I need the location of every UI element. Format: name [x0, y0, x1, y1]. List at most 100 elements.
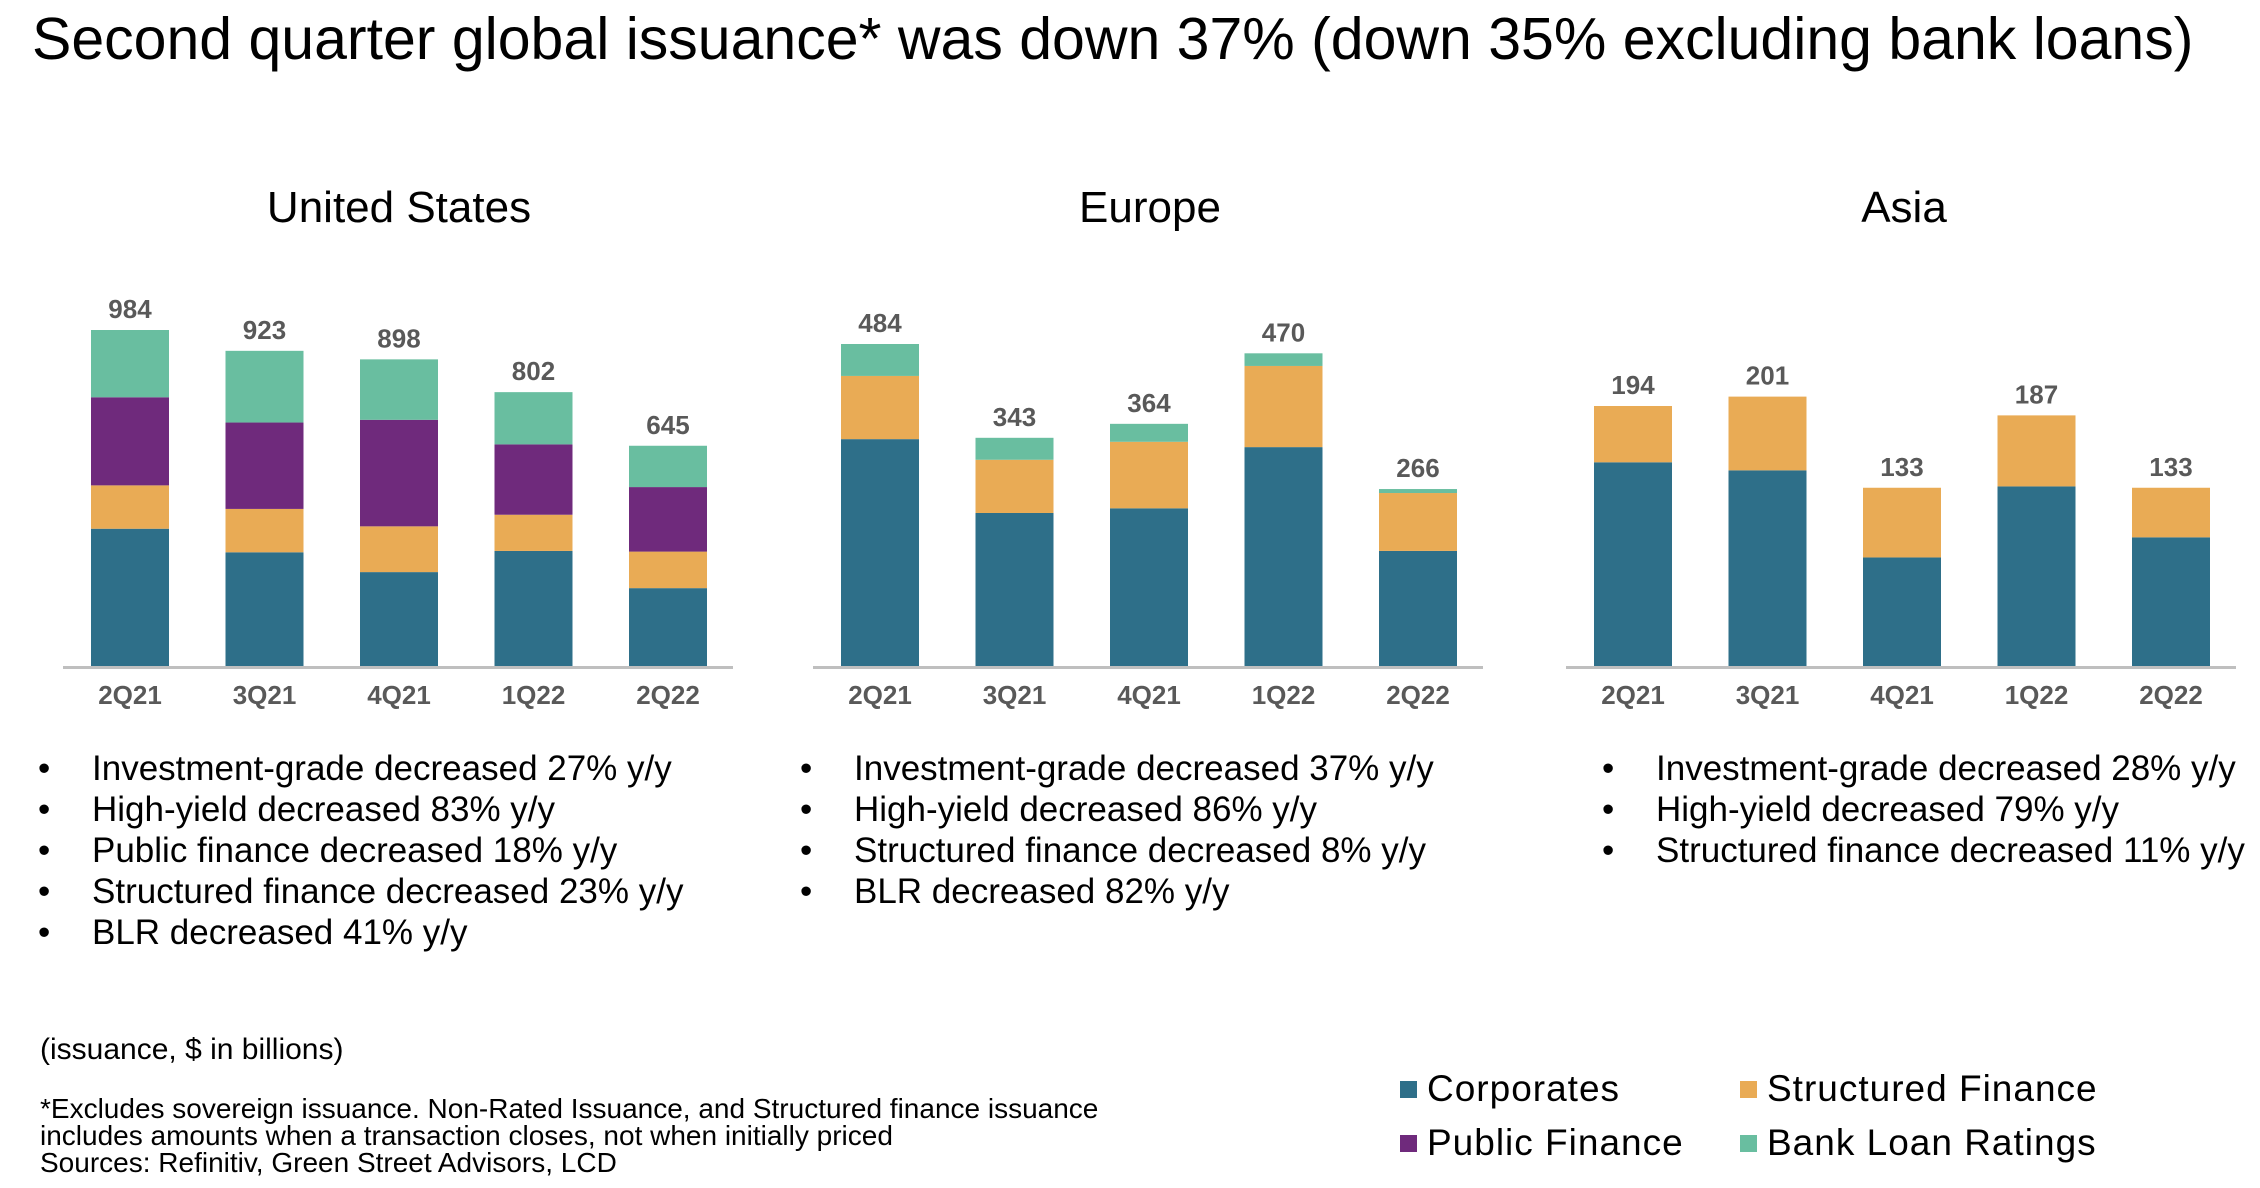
bar-total-label: 645 [646, 410, 689, 440]
bar-segment-public-finance [629, 487, 707, 552]
legend-item-corporates: Corporates [1400, 1068, 1620, 1110]
x-tick-label: 2Q22 [2139, 680, 2203, 710]
bar-total-label: 201 [1746, 361, 1789, 391]
bar-total-label: 343 [993, 402, 1036, 432]
legend-item-public-finance: Public Finance [1400, 1122, 1684, 1164]
chart-title-us: United States [266, 183, 532, 232]
europe-bullet-list: Investment-grade decreased 37% y/y High-… [800, 748, 1434, 912]
x-tick-label: 2Q22 [636, 680, 700, 710]
legend: Corporates Structured Finance Public Fin… [1400, 1068, 2240, 1188]
legend-item-bank-loan-ratings: Bank Loan Ratings [1740, 1122, 2097, 1164]
legend-label-corporates: Corporates [1427, 1068, 1621, 1109]
bar-segment-corporates [1863, 557, 1941, 666]
bar-segment-structured-finance [1379, 493, 1457, 551]
bar-segment-corporates [629, 588, 707, 666]
bar-segment-structured-finance [841, 375, 919, 440]
bar-total-label: 984 [108, 294, 152, 324]
chart-title-asia: Asia [1861, 183, 1947, 232]
us-bullet-item: Public finance decreased 18% y/y [38, 830, 683, 871]
bar-segment-structured-finance [1997, 415, 2076, 487]
europe-bullet-item: BLR decreased 82% y/y [800, 871, 1434, 912]
bar-segment-public-finance [225, 422, 304, 509]
europe-bullet-item: Investment-grade decreased 37% y/y [800, 748, 1434, 789]
chart-asia: 194 2Q21 201 3Q21 133 4Q21 187 1Q22 133 2Q22 [1566, 361, 2236, 710]
bar-segment-corporates [975, 512, 1054, 666]
bar-total-label: 266 [1396, 453, 1439, 483]
bar-segment-bank-loan-ratings [975, 437, 1054, 460]
bar-segment-corporates [1244, 447, 1323, 666]
us-bullet-item: Investment-grade decreased 27% y/y [38, 748, 683, 789]
bar-segment-bank-loan-ratings [1110, 423, 1188, 442]
legend-swatch-structured-finance [1740, 1080, 1757, 1098]
bar-segment-structured-finance [975, 459, 1054, 513]
bar-segment-public-finance [91, 397, 169, 486]
x-tick-label: 4Q21 [367, 680, 431, 710]
x-tick-label: 2Q22 [1386, 680, 1450, 710]
legend-label-public-finance: Public Finance [1427, 1122, 1684, 1163]
footnote-sources: Sources: Refinitiv, Green Street Advisor… [40, 1147, 617, 1178]
legend-label-structured-finance: Structured Finance [1767, 1068, 2098, 1109]
bar-segment-structured-finance [225, 508, 304, 553]
bar-total-label: 898 [377, 323, 420, 353]
x-tick-label: 2Q21 [848, 680, 912, 710]
x-tick-label: 1Q22 [1252, 680, 1316, 710]
bar-segment-bank-loan-ratings [629, 445, 707, 488]
us-bullet-list: Investment-grade decreased 27% y/y High-… [38, 748, 683, 953]
x-tick-label: 3Q21 [233, 680, 297, 710]
bar-segment-structured-finance [1594, 406, 1672, 463]
charts-canvas: 984 2Q21 923 3Q21 898 4Q21 802 1Q22 645 2Q22 484 2Q… [63, 294, 2236, 710]
bar-segment-structured-finance [2132, 487, 2210, 538]
footnote-line: includes amounts when a transaction clos… [40, 1120, 893, 1151]
footnote: *Excludes sovereign issuance. Non-Rated … [40, 1093, 1099, 1178]
asia-bullet-item: Investment-grade decreased 28% y/y [1602, 748, 2245, 789]
bar-segment-public-finance [360, 419, 438, 527]
bar-segment-corporates [91, 528, 169, 666]
x-tick-label: 4Q21 [1117, 680, 1181, 710]
bar-segment-bank-loan-ratings [494, 392, 573, 445]
bar-segment-bank-loan-ratings [841, 344, 919, 376]
bar-segment-corporates [1379, 550, 1457, 666]
us-bullet-item: BLR decreased 41% y/y [38, 912, 683, 953]
bar-segment-structured-finance [629, 551, 707, 589]
europe-bullet-item: High-yield decreased 86% y/y [800, 789, 1434, 830]
bar-segment-bank-loan-ratings [1379, 489, 1457, 494]
asia-bullet-item: Structured finance decreased 11% y/y [1602, 830, 2245, 871]
bar-segment-bank-loan-ratings [91, 330, 169, 398]
bar-total-label: 802 [512, 356, 555, 386]
bar-total-label: 194 [1611, 370, 1655, 400]
bar-segment-corporates [494, 550, 573, 666]
x-tick-label: 3Q21 [1736, 680, 1800, 710]
x-tick-label: 2Q21 [1601, 680, 1665, 710]
bar-total-label: 364 [1127, 388, 1171, 418]
chart-title-europe: Europe [1079, 183, 1221, 232]
asia-bullet-item: High-yield decreased 79% y/y [1602, 789, 2245, 830]
chart-us: 984 2Q21 923 3Q21 898 4Q21 802 1Q22 645 2Q22 [63, 294, 733, 710]
legend-swatch-bank-loan-ratings [1740, 1134, 1757, 1152]
bar-segment-structured-finance [494, 514, 573, 551]
bar-total-label: 484 [858, 308, 902, 338]
footnote-line: *Excludes sovereign issuance. Non-Rated … [40, 1093, 1099, 1124]
legend-swatch-corporates [1400, 1080, 1417, 1098]
x-tick-label: 2Q21 [98, 680, 162, 710]
chart-europe: 484 2Q21 343 3Q21 364 4Q21 470 1Q22 266 2Q22 [813, 308, 1483, 710]
legend-label-bank-loan-ratings: Bank Loan Ratings [1767, 1122, 2097, 1163]
bar-segment-structured-finance [1244, 365, 1323, 448]
bar-segment-corporates [360, 572, 438, 666]
bar-total-label: 133 [1880, 452, 1923, 482]
asia-bullet-list: Investment-grade decreased 28% y/y High-… [1602, 748, 2245, 871]
bar-segment-bank-loan-ratings [360, 359, 438, 420]
bar-segment-structured-finance [1110, 441, 1188, 509]
legend-swatch-public-finance [1400, 1134, 1417, 1152]
bar-segment-bank-loan-ratings [225, 350, 304, 423]
bar-total-label: 923 [243, 315, 286, 345]
legend-item-structured-finance: Structured Finance [1740, 1068, 2098, 1110]
us-bullet-item: Structured finance decreased 23% y/y [38, 871, 683, 912]
x-tick-label: 1Q22 [2005, 680, 2069, 710]
bar-segment-corporates [1110, 508, 1188, 666]
bar-segment-bank-loan-ratings [1244, 353, 1323, 366]
bar-segment-public-finance [494, 444, 573, 515]
bar-segment-corporates [225, 552, 304, 666]
us-bullet-item: High-yield decreased 83% y/y [38, 789, 683, 830]
bar-segment-corporates [1728, 470, 1807, 666]
units-note: (issuance, $ in billions) [40, 1033, 344, 1066]
